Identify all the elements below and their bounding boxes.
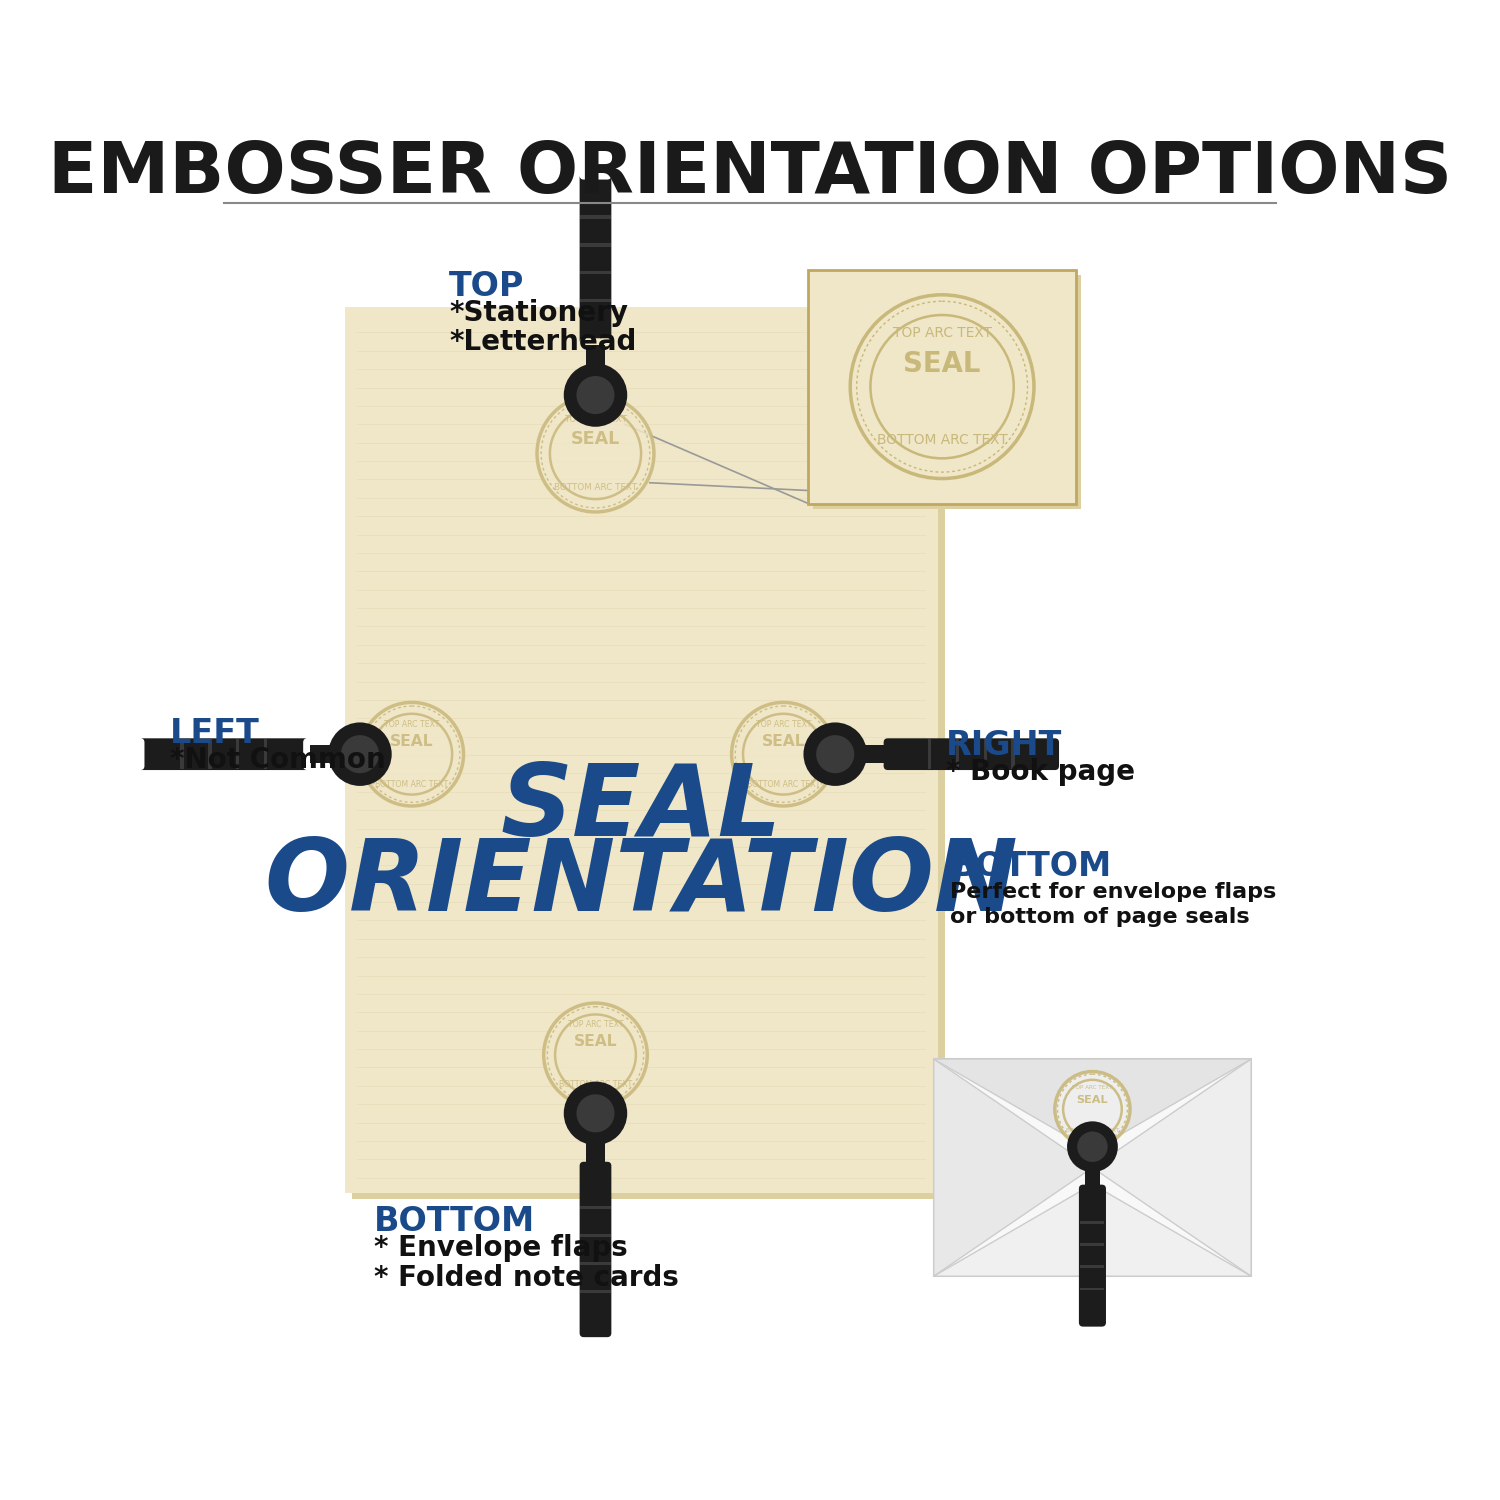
Text: SEAL: SEAL bbox=[1077, 1095, 1108, 1104]
Circle shape bbox=[1066, 1122, 1118, 1172]
Circle shape bbox=[340, 735, 380, 772]
Bar bbox=[1080, 1266, 1104, 1268]
Bar bbox=[264, 740, 267, 770]
Text: BOTTOM ARC TEXT: BOTTOM ARC TEXT bbox=[876, 433, 1008, 447]
Bar bbox=[580, 298, 610, 303]
Bar bbox=[351, 314, 945, 1200]
Bar bbox=[984, 740, 987, 770]
Bar bbox=[928, 740, 932, 770]
Circle shape bbox=[564, 1082, 627, 1144]
Bar bbox=[345, 308, 938, 1192]
FancyBboxPatch shape bbox=[579, 1162, 612, 1336]
Bar bbox=[580, 1290, 610, 1293]
FancyBboxPatch shape bbox=[579, 176, 612, 342]
Bar bbox=[1011, 740, 1016, 770]
Text: ORIENTATION: ORIENTATION bbox=[264, 836, 1019, 932]
Circle shape bbox=[576, 376, 615, 414]
Text: * Folded note cards: * Folded note cards bbox=[374, 1263, 680, 1292]
Circle shape bbox=[543, 1004, 648, 1107]
Text: * Book page: * Book page bbox=[946, 759, 1136, 786]
Bar bbox=[209, 740, 212, 770]
FancyBboxPatch shape bbox=[141, 738, 308, 770]
Bar bbox=[808, 270, 1076, 504]
Text: * Envelope flaps: * Envelope flaps bbox=[374, 1234, 628, 1263]
Bar bbox=[813, 274, 1080, 508]
Text: BOTTOM: BOTTOM bbox=[951, 850, 1112, 883]
Bar bbox=[180, 740, 183, 770]
FancyBboxPatch shape bbox=[1084, 1167, 1100, 1186]
Bar bbox=[580, 272, 610, 274]
Text: LEFT: LEFT bbox=[170, 717, 260, 750]
Polygon shape bbox=[933, 1185, 1251, 1276]
Text: TOP ARC TEXT: TOP ARC TEXT bbox=[384, 720, 439, 729]
Text: TOP: TOP bbox=[450, 270, 525, 303]
Circle shape bbox=[328, 723, 392, 786]
Circle shape bbox=[360, 702, 464, 806]
FancyBboxPatch shape bbox=[1078, 1185, 1106, 1326]
Circle shape bbox=[576, 1095, 615, 1132]
Text: Perfect for envelope flaps: Perfect for envelope flaps bbox=[951, 882, 1276, 902]
Circle shape bbox=[537, 394, 654, 512]
Text: TOP ARC TEXT: TOP ARC TEXT bbox=[892, 327, 992, 340]
Bar bbox=[580, 1262, 610, 1264]
Text: SEAL: SEAL bbox=[762, 734, 806, 748]
Bar bbox=[1080, 1244, 1104, 1246]
Bar bbox=[580, 216, 610, 219]
FancyBboxPatch shape bbox=[586, 345, 604, 369]
Text: *Letterhead: *Letterhead bbox=[450, 328, 636, 356]
Text: BOTTOM ARC TEXT: BOTTOM ARC TEXT bbox=[1065, 1128, 1119, 1134]
Text: TOP ARC TEXT: TOP ARC TEXT bbox=[564, 416, 627, 424]
Bar bbox=[933, 1059, 1251, 1276]
Bar bbox=[1080, 1221, 1104, 1224]
Bar bbox=[236, 740, 240, 770]
Text: SEAL: SEAL bbox=[501, 760, 782, 856]
Polygon shape bbox=[933, 1059, 1251, 1150]
Text: RIGHT: RIGHT bbox=[946, 729, 1062, 762]
Circle shape bbox=[732, 702, 836, 806]
Text: SEAL: SEAL bbox=[903, 350, 981, 378]
Text: SEAL: SEAL bbox=[390, 734, 433, 748]
Bar bbox=[580, 1234, 610, 1238]
Circle shape bbox=[1077, 1131, 1107, 1162]
Text: SEAL: SEAL bbox=[572, 430, 620, 448]
Circle shape bbox=[850, 296, 1034, 478]
Bar bbox=[1080, 1287, 1104, 1290]
Text: or bottom of page seals: or bottom of page seals bbox=[951, 908, 1250, 927]
FancyBboxPatch shape bbox=[309, 746, 334, 764]
Text: BOTTOM ARC TEXT: BOTTOM ARC TEXT bbox=[560, 1080, 632, 1089]
Circle shape bbox=[1054, 1071, 1130, 1146]
Text: BOTTOM: BOTTOM bbox=[374, 1204, 536, 1237]
Text: *Not Common: *Not Common bbox=[170, 746, 386, 774]
FancyBboxPatch shape bbox=[861, 746, 885, 764]
Bar bbox=[580, 1206, 610, 1209]
Circle shape bbox=[816, 735, 854, 772]
FancyBboxPatch shape bbox=[884, 738, 1059, 770]
Text: *Stationery: *Stationery bbox=[450, 298, 628, 327]
Circle shape bbox=[564, 363, 627, 428]
Text: EMBOSSER ORIENTATION OPTIONS: EMBOSSER ORIENTATION OPTIONS bbox=[48, 140, 1452, 208]
Polygon shape bbox=[1092, 1059, 1251, 1276]
Bar bbox=[580, 243, 610, 246]
Text: TOP ARC TEXT: TOP ARC TEXT bbox=[1072, 1084, 1113, 1090]
Text: BOTTOM ARC TEXT: BOTTOM ARC TEXT bbox=[747, 780, 821, 789]
FancyBboxPatch shape bbox=[586, 1138, 604, 1164]
Text: TOP ARC TEXT: TOP ARC TEXT bbox=[756, 720, 812, 729]
Text: SEAL: SEAL bbox=[573, 1035, 616, 1050]
Bar bbox=[956, 740, 958, 770]
Polygon shape bbox=[933, 1059, 1092, 1276]
Text: BOTTOM ARC TEXT: BOTTOM ARC TEXT bbox=[375, 780, 448, 789]
Circle shape bbox=[804, 723, 867, 786]
Text: TOP ARC TEXT: TOP ARC TEXT bbox=[567, 1020, 622, 1029]
Text: BOTTOM ARC TEXT: BOTTOM ARC TEXT bbox=[554, 483, 638, 492]
